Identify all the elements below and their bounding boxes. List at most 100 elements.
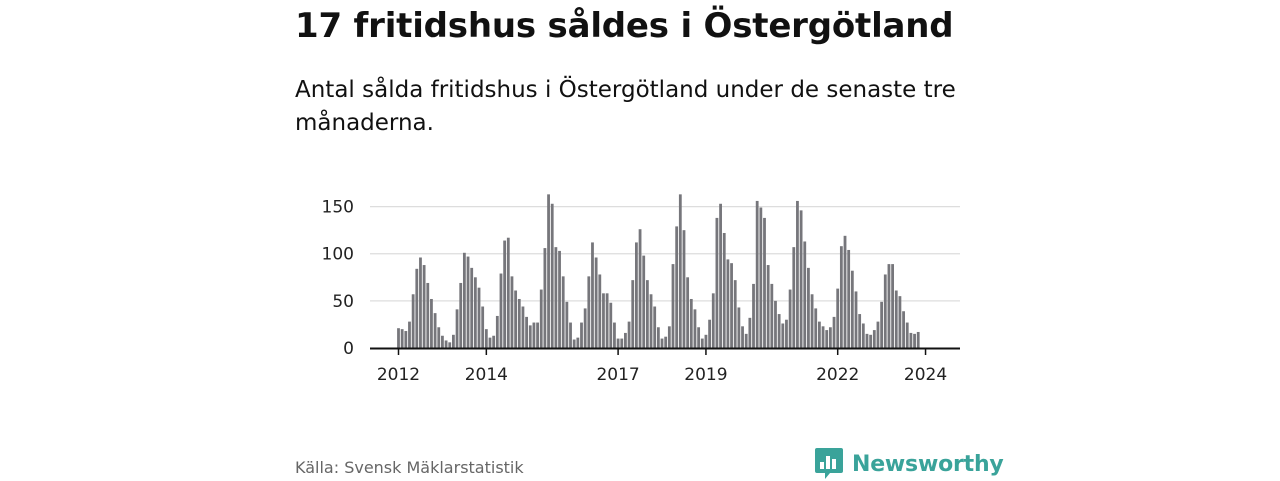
bar	[671, 264, 675, 348]
bar	[572, 339, 576, 348]
bar	[499, 273, 503, 348]
bar	[792, 247, 796, 348]
bar	[514, 290, 518, 348]
bar	[561, 276, 565, 348]
bar	[697, 327, 701, 348]
bar	[715, 217, 719, 348]
bar	[876, 321, 880, 348]
bar	[543, 248, 547, 348]
bar	[484, 329, 488, 348]
bar	[525, 316, 528, 348]
bar	[902, 311, 905, 348]
bar	[506, 237, 510, 348]
bar	[825, 330, 829, 348]
bar	[583, 308, 587, 348]
y-tick-label: 50	[332, 292, 354, 312]
bar	[649, 294, 653, 348]
bar	[616, 338, 620, 348]
bar	[517, 298, 521, 348]
bar	[462, 252, 466, 348]
bar	[481, 306, 485, 348]
bar	[741, 326, 744, 348]
bar	[598, 274, 602, 348]
bar	[916, 331, 920, 348]
bar	[843, 235, 847, 348]
bar	[532, 322, 536, 348]
bar	[591, 242, 594, 348]
bar	[744, 333, 748, 348]
bar	[495, 315, 499, 348]
bar	[587, 276, 591, 348]
bar	[609, 302, 613, 348]
bar	[774, 300, 777, 348]
bar	[686, 277, 690, 348]
bar	[605, 293, 609, 348]
bar	[404, 331, 408, 348]
bar	[748, 317, 752, 348]
bar	[580, 322, 583, 348]
bar	[620, 338, 624, 348]
bar	[400, 329, 404, 348]
bar	[737, 307, 741, 348]
bar	[675, 226, 679, 348]
bar	[627, 321, 631, 348]
bar	[880, 301, 884, 348]
bar	[653, 306, 657, 348]
bar	[452, 334, 455, 348]
bar	[722, 232, 726, 348]
bar	[803, 241, 807, 348]
bar	[887, 264, 891, 348]
x-tick-label: 2019	[684, 365, 727, 385]
bar	[550, 203, 554, 348]
gridlines	[370, 206, 960, 302]
bar	[488, 337, 492, 348]
bar	[898, 296, 902, 348]
bar	[905, 322, 909, 348]
bar	[858, 314, 862, 348]
bar	[700, 338, 704, 348]
bar	[656, 327, 660, 348]
bar	[594, 257, 598, 348]
bar	[781, 323, 785, 348]
bar	[422, 265, 426, 348]
bar	[704, 334, 708, 348]
bar	[473, 277, 477, 348]
bar	[466, 256, 470, 348]
bar	[426, 282, 430, 348]
bar	[711, 293, 715, 348]
newsworthy-logo[interactable]: Newsworthy	[814, 447, 1004, 481]
bar	[847, 249, 851, 348]
bar	[733, 280, 737, 348]
bar	[850, 270, 854, 348]
bar	[430, 298, 433, 348]
bar	[569, 322, 572, 348]
bar	[821, 326, 825, 348]
bar	[624, 332, 627, 348]
bar	[547, 194, 550, 348]
x-tick-label: 2017	[596, 365, 639, 385]
bar	[752, 283, 755, 348]
bar	[558, 250, 561, 348]
source-note: Källa: Svensk Mäklarstatistik	[295, 458, 524, 477]
bar	[477, 287, 481, 348]
bar	[576, 337, 580, 348]
y-tick-label: 0	[343, 339, 354, 359]
x-axis	[370, 347, 960, 355]
bar	[891, 264, 894, 348]
bar	[470, 267, 474, 348]
bar	[913, 333, 916, 348]
bar	[664, 336, 668, 348]
bar	[441, 335, 444, 348]
chart-subtitle: Antal sålda fritidshus i Östergötland un…	[295, 77, 956, 136]
bar	[814, 308, 818, 348]
bar	[448, 342, 452, 348]
bar	[869, 334, 873, 348]
tick-labels: 0 50 100 150 2012 2014 2017 2019 2022 2024	[322, 198, 948, 385]
bar	[763, 217, 766, 348]
bar	[660, 338, 664, 348]
bar	[759, 207, 763, 348]
bar	[503, 240, 507, 348]
x-tick-label: 2014	[465, 365, 508, 385]
bar	[785, 319, 788, 348]
